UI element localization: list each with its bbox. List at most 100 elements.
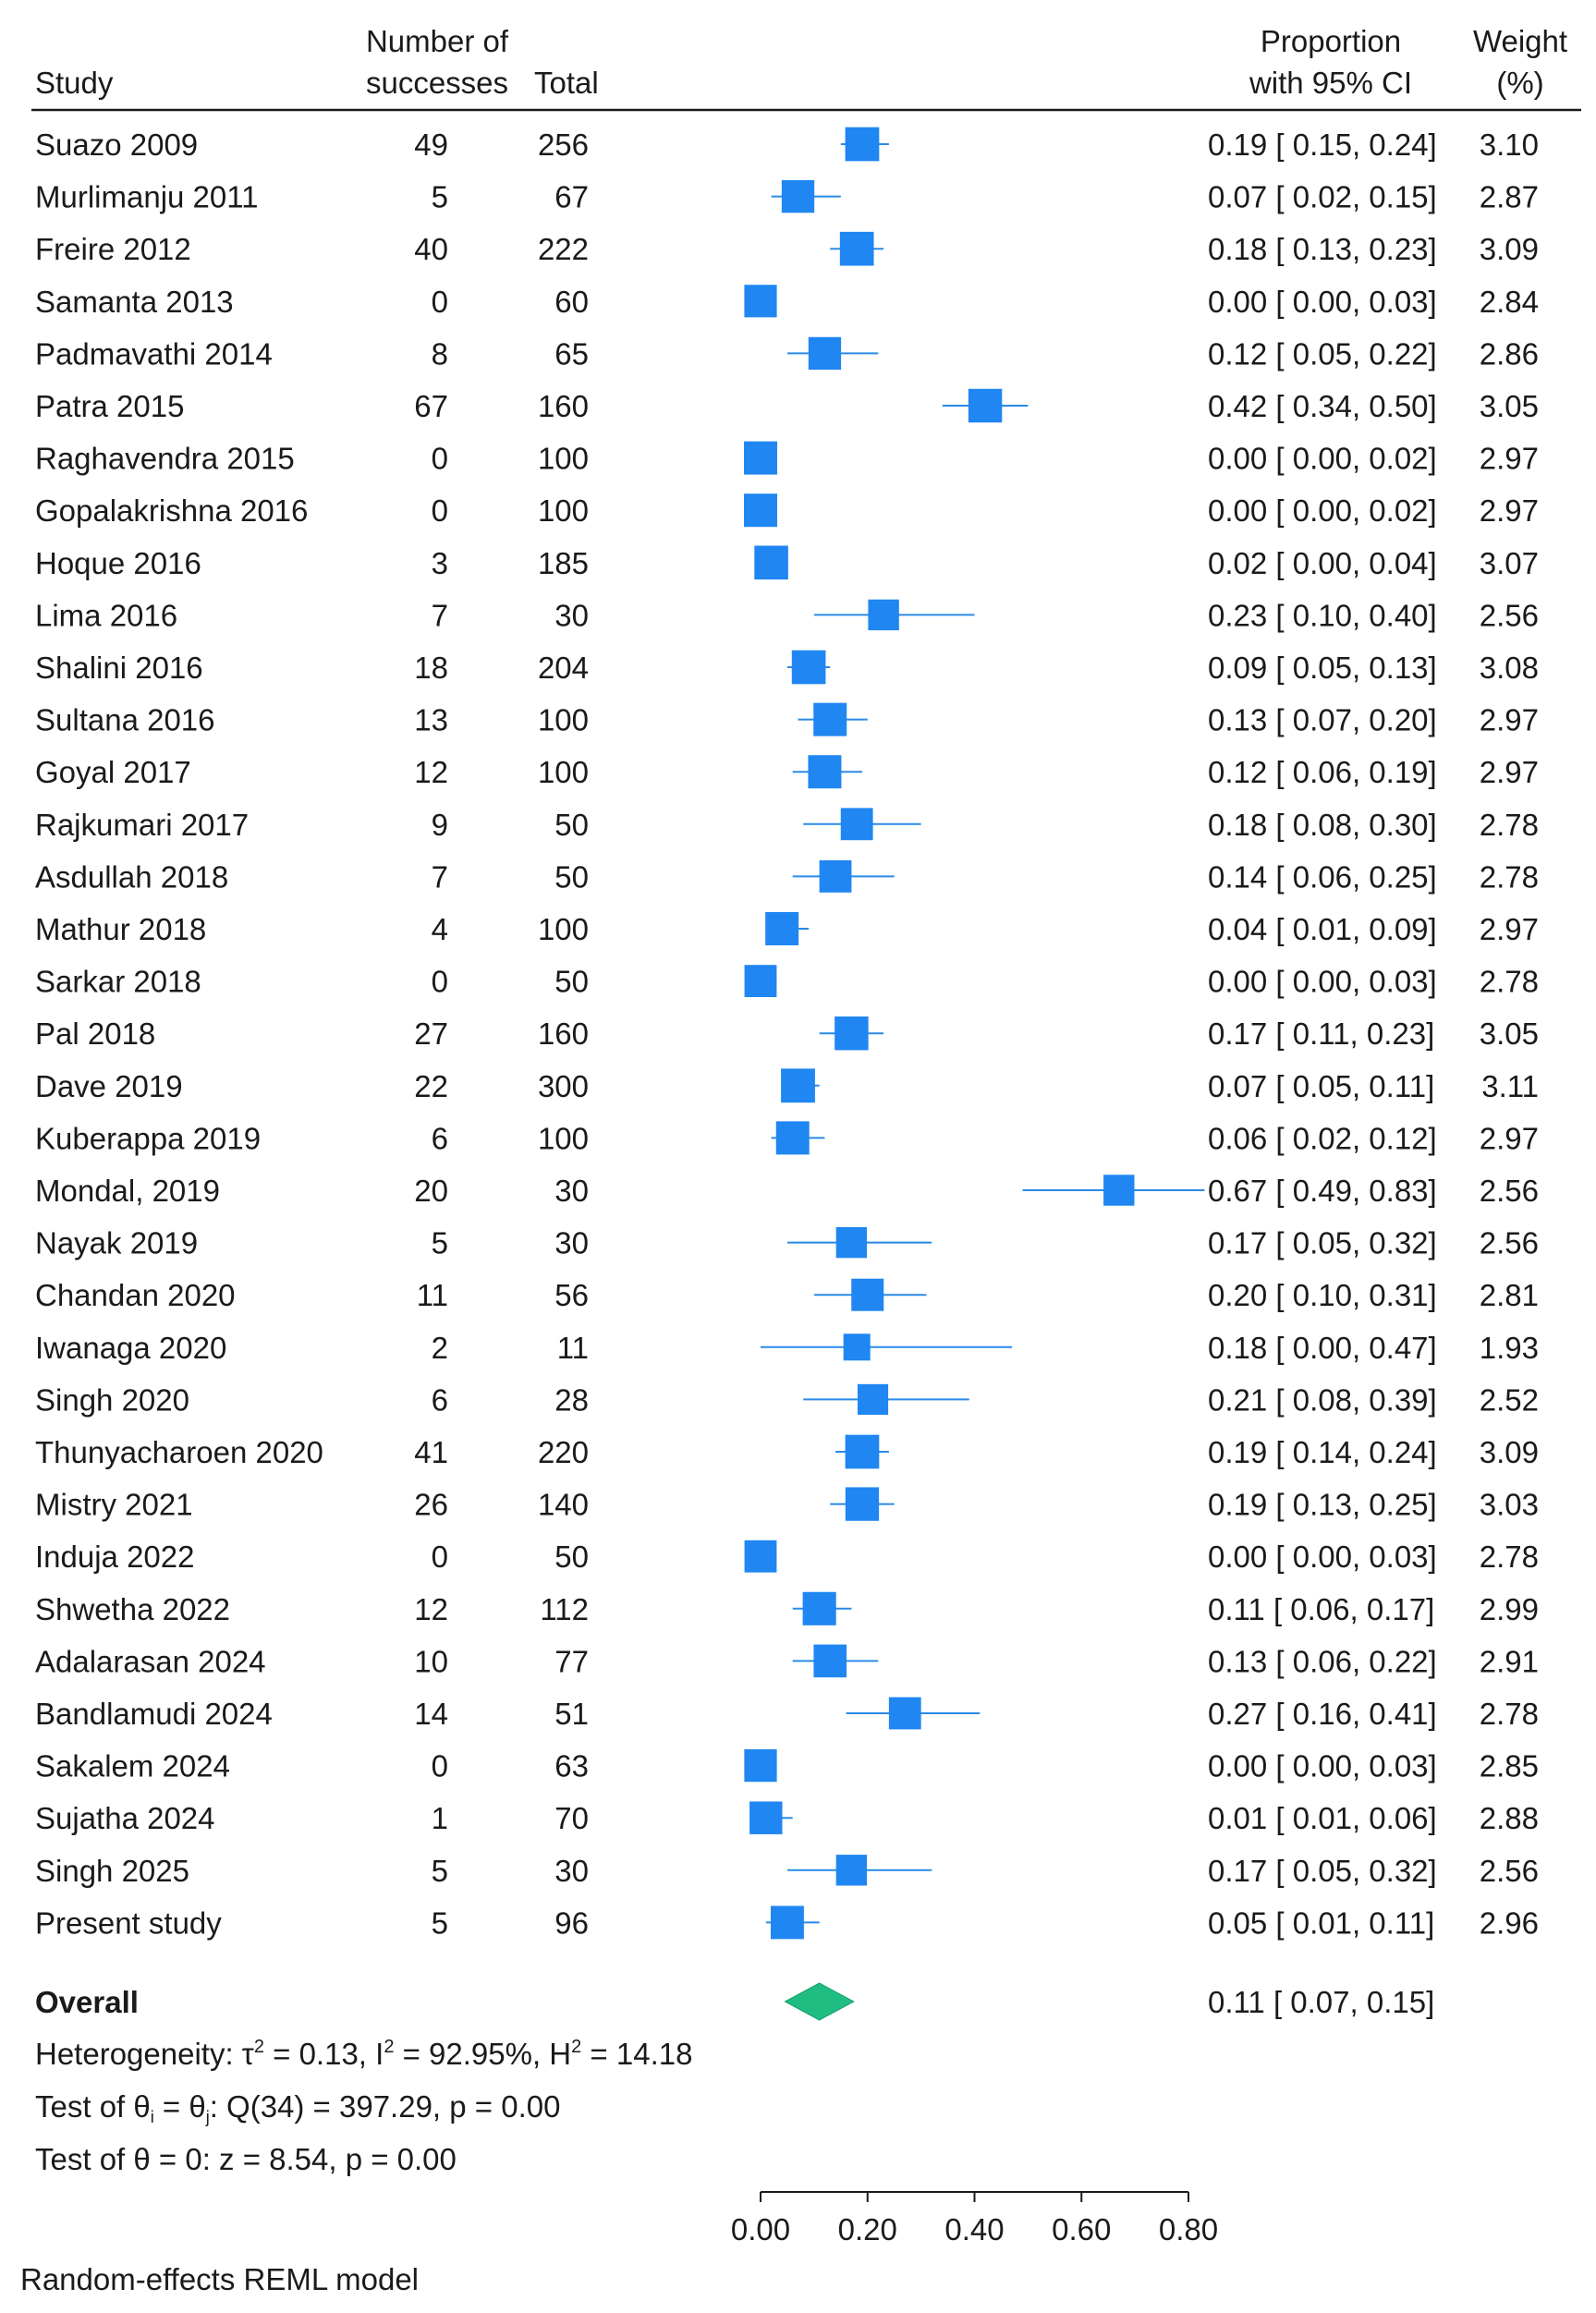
study-row: Sultana 2016 13 100 0.13 [ 0.07, 0.20] 2.97 [35, 703, 1539, 737]
proportion-ci-text: 0.18 [ 0.00, 0.47] [1208, 1331, 1437, 1365]
study-name: Patra 2015 [35, 389, 184, 423]
statistics: Heterogeneity: τ2 = 0.13, I2 = 92.95%, H… [35, 2037, 692, 2176]
study-row: Hoque 2016 3 185 0.02 [ 0.00, 0.04] 3.07 [35, 545, 1539, 580]
proportion-ci-text: 0.12 [ 0.05, 0.22] [1208, 336, 1437, 371]
study-name: Iwanaga 2020 [35, 1331, 226, 1365]
study-row: Present study 5 96 0.05 [ 0.01, 0.11] 2.96 [35, 1905, 1539, 1940]
successes-value: 40 [414, 232, 448, 266]
study-name: Mistry 2021 [35, 1488, 193, 1522]
proportion-ci-text: 0.23 [ 0.10, 0.40] [1208, 598, 1437, 632]
proportion-ci-text: 0.01 [ 0.01, 0.06] [1208, 1801, 1437, 1835]
weight-value: 2.97 [1480, 755, 1539, 789]
successes-value: 20 [414, 1174, 448, 1208]
point-estimate-square [744, 965, 777, 997]
proportion-ci-text: 0.04 [ 0.01, 0.09] [1208, 912, 1437, 946]
point-estimate-square [835, 1855, 868, 1886]
weight-value: 2.78 [1480, 808, 1539, 842]
test-equal-rest: : Q(34) = 397.29, p = 0.00 [210, 2089, 561, 2124]
total-value: 50 [554, 1540, 589, 1574]
study-row: Patra 2015 67 160 0.42 [ 0.34, 0.50] 3.05 [35, 388, 1539, 423]
study-name: Shwetha 2022 [35, 1592, 230, 1626]
study-name: Thunyacharoen 2020 [35, 1435, 323, 1469]
x-tick-label: 0.60 [1052, 2212, 1111, 2246]
point-estimate-square [857, 1383, 889, 1415]
successes-value: 67 [414, 389, 448, 423]
point-estimate-square [819, 860, 852, 893]
proportion-ci-text: 0.17 [ 0.05, 0.32] [1208, 1226, 1437, 1260]
study-row: Shwetha 2022 12 112 0.11 [ 0.06, 0.17] 2.99 [35, 1591, 1539, 1626]
successes-value: 27 [414, 1017, 448, 1051]
total-value: 11 [557, 1331, 589, 1365]
study-name: Shalini 2016 [35, 651, 203, 685]
proportion-ci-text: 0.11 [ 0.06, 0.17] [1208, 1592, 1434, 1626]
total-value: 222 [538, 232, 589, 266]
total-value: 112 [540, 1592, 589, 1626]
proportion-ci-text: 0.17 [ 0.11, 0.23] [1208, 1017, 1434, 1051]
study-name: Sarkar 2018 [35, 965, 201, 999]
point-estimate-square [808, 336, 842, 371]
study-name: Samanta 2013 [35, 285, 234, 319]
proportion-ci-text: 0.18 [ 0.13, 0.23] [1208, 232, 1437, 266]
proportion-ci-text: 0.12 [ 0.06, 0.19] [1208, 755, 1437, 789]
total-value: 96 [554, 1905, 589, 1940]
study-name: Padmavathi 2014 [35, 336, 273, 371]
weight-value: 1.93 [1480, 1331, 1539, 1365]
total-value: 100 [538, 1121, 589, 1155]
header-study: Study [35, 66, 114, 100]
header-weight-line1: Weight [1473, 24, 1567, 58]
weight-value: 2.78 [1480, 859, 1539, 894]
point-estimate-square [868, 599, 899, 631]
study-row: Singh 2020 6 28 0.21 [ 0.08, 0.39] 2.52 [35, 1382, 1539, 1417]
proportion-ci-text: 0.14 [ 0.06, 0.25] [1208, 859, 1437, 894]
study-name: Adalarasan 2024 [35, 1644, 266, 1678]
point-estimate-square [845, 1434, 880, 1469]
h-squared-sup: 2 [571, 2037, 581, 2057]
point-estimate-square [775, 1121, 810, 1155]
proportion-ci-text: 0.13 [ 0.07, 0.20] [1208, 703, 1437, 737]
weight-value: 2.91 [1480, 1644, 1539, 1678]
successes-value: 41 [414, 1435, 448, 1469]
study-name: Freire 2012 [35, 232, 191, 266]
study-name: Mathur 2018 [35, 912, 206, 946]
total-value: 30 [554, 598, 589, 632]
point-estimate-square [845, 1487, 880, 1521]
total-value: 160 [538, 389, 589, 423]
proportion-ci-text: 0.18 [ 0.08, 0.30] [1208, 808, 1437, 842]
successes-value: 11 [417, 1278, 448, 1312]
successes-value: 6 [432, 1121, 448, 1155]
point-estimate-square [835, 1016, 869, 1051]
header-ci-line2: with 95% CI [1249, 66, 1412, 100]
study-name: Sakalem 2024 [35, 1749, 230, 1783]
weight-value: 3.10 [1480, 128, 1539, 162]
study-name: Present study [35, 1905, 222, 1940]
point-estimate-square [781, 1068, 815, 1103]
study-row: Samanta 2013 0 60 0.00 [ 0.00, 0.03] 2.84 [35, 285, 1539, 319]
successes-value: 0 [432, 285, 448, 319]
study-name: Lima 2016 [35, 598, 177, 632]
total-value: 50 [554, 808, 589, 842]
point-estimate-square [744, 1748, 777, 1783]
successes-value: 8 [432, 336, 448, 371]
total-value: 30 [554, 1174, 589, 1208]
total-value: 30 [554, 1854, 589, 1888]
study-name: Singh 2025 [35, 1854, 189, 1888]
point-estimate-square [835, 1226, 868, 1259]
study-row: Kuberappa 2019 6 100 0.06 [ 0.02, 0.12] 2.97 [35, 1121, 1539, 1155]
proportion-ci-text: 0.09 [ 0.05, 0.13] [1208, 651, 1437, 685]
study-name: Raghavendra 2015 [35, 442, 295, 476]
proportion-ci-text: 0.67 [ 0.49, 0.83] [1208, 1174, 1437, 1208]
study-row: Sakalem 2024 0 63 0.00 [ 0.00, 0.03] 2.85 [35, 1749, 1539, 1783]
proportion-ci-text: 0.19 [ 0.13, 0.25] [1208, 1488, 1437, 1522]
point-estimate-square [781, 179, 815, 213]
study-row: Suazo 2009 49 256 0.19 [ 0.15, 0.24] 3.10 [35, 127, 1539, 162]
point-estimate-square [765, 912, 799, 945]
point-estimate-square [791, 650, 826, 685]
weight-value: 3.11 [1481, 1069, 1539, 1103]
proportion-ci-text: 0.42 [ 0.34, 0.50] [1208, 389, 1437, 423]
weight-value: 2.78 [1480, 1697, 1539, 1731]
successes-value: 2 [432, 1331, 448, 1365]
x-tick-label: 0.80 [1159, 2212, 1218, 2246]
point-estimate-square [813, 1644, 847, 1678]
weight-value: 2.87 [1480, 180, 1539, 214]
